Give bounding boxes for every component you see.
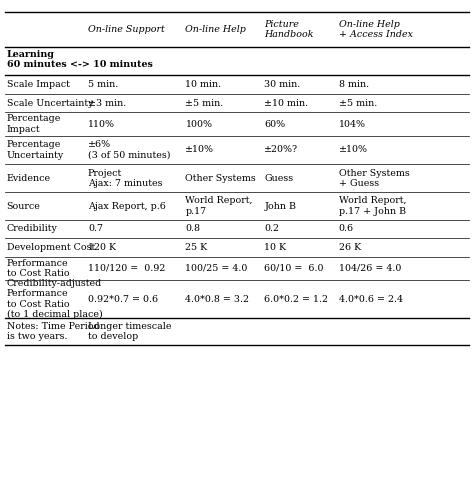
Text: 26 K: 26 K (339, 243, 361, 252)
Text: 8 min.: 8 min. (339, 80, 369, 89)
Text: 110%: 110% (88, 120, 115, 129)
Text: Evidence: Evidence (7, 174, 51, 183)
Text: 0.2: 0.2 (264, 225, 280, 233)
Text: Other Systems
+ Guess: Other Systems + Guess (339, 169, 410, 188)
Text: 110/120 =  0.92: 110/120 = 0.92 (88, 264, 165, 273)
Text: ±10%: ±10% (185, 146, 214, 154)
Text: On-line Help: On-line Help (185, 25, 246, 34)
Text: Guess: Guess (264, 174, 293, 183)
Text: Longer timescale
to develop: Longer timescale to develop (88, 322, 172, 341)
Text: Credibility: Credibility (7, 225, 57, 233)
Text: 104%: 104% (339, 120, 366, 129)
Text: ±5 min.: ±5 min. (339, 99, 377, 108)
Text: ±10 min.: ±10 min. (264, 99, 309, 108)
Text: ±20%?: ±20%? (264, 146, 299, 154)
Text: 100/25 = 4.0: 100/25 = 4.0 (185, 264, 248, 273)
Text: Other Systems: Other Systems (185, 174, 256, 183)
Text: 10 min.: 10 min. (185, 80, 222, 89)
Text: Percentage
Impact: Percentage Impact (7, 114, 61, 134)
Text: On-line Support: On-line Support (88, 25, 165, 34)
Text: Development Cost: Development Cost (7, 243, 95, 252)
Text: 0.7: 0.7 (88, 225, 103, 233)
Text: 100%: 100% (185, 120, 212, 129)
Text: Performance
to Cost Ratio: Performance to Cost Ratio (7, 259, 69, 278)
Text: 6.0*0.2 = 1.2: 6.0*0.2 = 1.2 (264, 295, 328, 303)
Text: World Report,
p.17: World Report, p.17 (185, 196, 253, 216)
Text: 0.6: 0.6 (339, 225, 354, 233)
Text: 60/10 =  6.0: 60/10 = 6.0 (264, 264, 324, 273)
Text: 0.92*0.7 = 0.6: 0.92*0.7 = 0.6 (88, 295, 158, 303)
Text: Credibility-adjusted
Performance
to Cost Ratio
(to 1 decimal place): Credibility-adjusted Performance to Cost… (7, 279, 102, 319)
Text: 0.8: 0.8 (185, 225, 201, 233)
Text: 10 K: 10 K (264, 243, 287, 252)
Text: ±5 min.: ±5 min. (185, 99, 224, 108)
Text: 5 min.: 5 min. (88, 80, 118, 89)
Text: Project
Ajax: 7 minutes: Project Ajax: 7 minutes (88, 169, 163, 188)
Text: Ajax Report, p.6: Ajax Report, p.6 (88, 202, 166, 210)
Text: 104/26 = 4.0: 104/26 = 4.0 (339, 264, 401, 273)
Text: ±6%
(3 of 50 minutes): ±6% (3 of 50 minutes) (88, 140, 171, 160)
Text: 120 K: 120 K (88, 243, 116, 252)
Text: ±10%: ±10% (339, 146, 368, 154)
Text: On-line Help
+ Access Index: On-line Help + Access Index (339, 20, 413, 39)
Text: Scale Impact: Scale Impact (7, 80, 70, 89)
Text: 4.0*0.6 = 2.4: 4.0*0.6 = 2.4 (339, 295, 403, 303)
Text: 4.0*0.8 = 3.2: 4.0*0.8 = 3.2 (185, 295, 249, 303)
Text: Picture
Handbook: Picture Handbook (264, 20, 314, 39)
Text: 60%: 60% (264, 120, 285, 129)
Text: 30 min.: 30 min. (264, 80, 301, 89)
Text: 25 K: 25 K (185, 243, 208, 252)
Text: World Report,
p.17 + John B: World Report, p.17 + John B (339, 196, 406, 216)
Text: Source: Source (7, 202, 40, 210)
Text: Scale Uncertainty: Scale Uncertainty (7, 99, 93, 108)
Text: ±3 min.: ±3 min. (88, 99, 126, 108)
Text: Learning
60 minutes <-> 10 minutes: Learning 60 minutes <-> 10 minutes (7, 50, 153, 69)
Text: Percentage
Uncertainty: Percentage Uncertainty (7, 140, 64, 160)
Text: John B: John B (264, 202, 296, 210)
Text: Notes: Time Period
is two years.: Notes: Time Period is two years. (7, 322, 99, 341)
